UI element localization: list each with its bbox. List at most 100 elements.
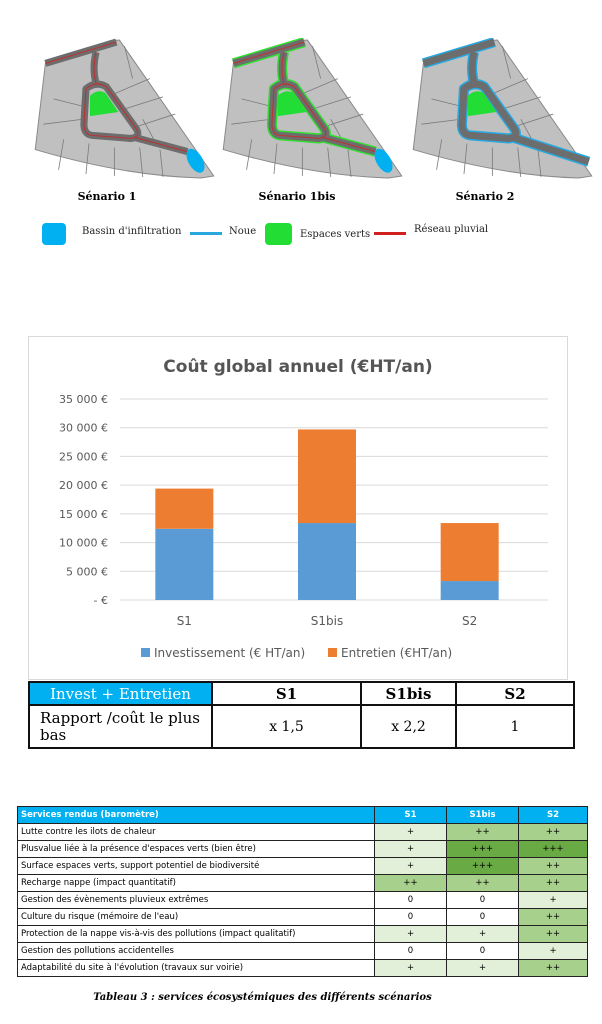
rating-cell: 0 <box>374 942 447 960</box>
parcel-line <box>142 118 156 142</box>
header-cell: S1 <box>211 681 362 706</box>
row-label: Culture du risque (mémoire de l'eau) <box>17 908 375 926</box>
legend-noue: Noue <box>229 226 257 237</box>
rating-cell: 0 <box>446 908 519 926</box>
scenario-1-map <box>34 38 215 179</box>
y-tick-label: 25 000 € <box>59 450 108 463</box>
y-tick-label: 35 000 € <box>59 393 108 406</box>
rating-cell: +++ <box>446 840 519 858</box>
y-tick-label: - € <box>94 594 108 607</box>
legend-swatch <box>141 648 150 657</box>
legend-espaces-verts: Espaces verts <box>300 229 371 240</box>
x-tick-label: S2 <box>462 614 477 628</box>
services-table: Services rendus (baromètre) S1 S1bis S2 … <box>17 806 588 977</box>
y-tick-label: 30 000 € <box>59 422 108 435</box>
legend-reseau-pluvial: Réseau pluvial <box>414 224 489 235</box>
rain-network <box>233 41 305 64</box>
table-row: Gestion des pollutions accidentelles 0 0 + <box>17 942 588 960</box>
parcel-line <box>85 143 90 174</box>
scenario-1-label: Sénario 1 <box>77 190 137 203</box>
cost-chart: Coût global annuel (€HT/an) - € 5 000 € 10… <box>59 357 548 660</box>
parcel-line <box>347 149 352 178</box>
legend-bassin: Bassin d'infiltration <box>82 226 182 237</box>
rating-cell: ++ <box>518 908 588 926</box>
parcel-line <box>502 46 512 79</box>
parcel-line <box>502 96 542 110</box>
chart-frame <box>28 336 568 680</box>
parcel-line <box>58 139 65 170</box>
rain-network <box>45 41 117 64</box>
parcel-line <box>231 118 272 125</box>
rating-cell: ++ <box>446 823 519 841</box>
rating-cell: +++ <box>518 840 588 858</box>
rating-cell: ++ <box>446 874 519 892</box>
reseau-swatch <box>374 232 406 235</box>
table-caption: Tableau 3 : services écosystémiques des … <box>93 992 432 1003</box>
green-space <box>468 91 497 117</box>
row-label: Recharge nappe (impact quantitatif) <box>17 874 375 892</box>
row-label: Gestion des évènements pluvieux extrêmes <box>17 891 375 909</box>
parcel-line <box>512 113 554 128</box>
rain-network <box>83 83 139 139</box>
rating-cell: ++ <box>518 857 588 875</box>
rating-cell: 0 <box>374 908 447 926</box>
legend-label: Entretien (€HT/an) <box>341 646 452 660</box>
header-cell: S2 <box>518 806 588 824</box>
parcel-line <box>322 113 364 128</box>
scenario-2-label: Sénario 2 <box>455 190 515 203</box>
row-label: Surface espaces verts, support potentiel… <box>17 857 375 875</box>
header-cell: S1bis <box>360 681 457 706</box>
rain-network <box>281 52 285 84</box>
parcel-line <box>517 147 522 177</box>
rating-cell: 0 <box>446 942 519 960</box>
bar-investissement-S2 <box>440 581 499 600</box>
table-header: Services rendus (baromètre) S1 S1bis S2 <box>17 806 588 824</box>
table-row: Plusvalue liée à la présence d'espaces v… <box>17 840 588 858</box>
parcel-line <box>159 149 164 178</box>
parcel-line <box>114 78 151 95</box>
parcel-line <box>273 143 278 174</box>
road <box>422 38 496 67</box>
noue-swatch <box>190 232 222 235</box>
parcel-line <box>537 149 542 178</box>
table-cell: x 2,2 <box>360 704 457 749</box>
scenario-1bis-map <box>222 38 403 179</box>
table-row: Culture du risque (mémoire de l'eau) 0 0 ++ <box>17 908 588 926</box>
table-row: Recharge nappe (impact quantitatif) ++ ++ +… <box>17 874 588 892</box>
parcel-line <box>520 118 534 142</box>
bar-entretien-S2 <box>440 523 499 582</box>
espaces-verts-swatch <box>265 223 292 245</box>
table-header: Invest + Entretien S1 S1bis S2 <box>28 681 575 706</box>
header-cell: Services rendus (baromètre) <box>17 806 375 824</box>
bar-entretien-S1bis <box>298 429 356 524</box>
table-cell: x 1,5 <box>211 704 362 749</box>
road <box>511 134 590 166</box>
bar-investissement-S1 <box>155 528 214 600</box>
row-label: Adaptabilité du site à l'évolution (trav… <box>17 959 375 977</box>
legend-swatch <box>328 648 337 657</box>
rating-cell: + <box>446 925 519 943</box>
row-label: Rapport /coût le plus bas <box>28 704 213 749</box>
rating-cell: 0 <box>446 891 519 909</box>
row-label: Gestion des pollutions accidentelles <box>17 942 375 960</box>
chart-title: Coût global annuel (€HT/an) <box>163 357 432 377</box>
green-space <box>90 91 119 117</box>
header-cell: S2 <box>455 681 575 706</box>
table-row: Gestion des évènements pluvieux extrêmes… <box>17 891 588 909</box>
bar-investissement-S1bis <box>298 523 356 600</box>
rating-cell: ++ <box>518 874 588 892</box>
row-label: Plusvalue liée à la présence d'espaces v… <box>17 840 375 858</box>
bar-entretien-S1 <box>155 488 214 529</box>
rating-cell: ++ <box>518 823 588 841</box>
scenario-1bis-label: Sénario 1bis <box>258 190 336 203</box>
parcel-line <box>43 118 84 125</box>
parcel-line <box>139 147 144 177</box>
rating-cell: ++ <box>518 925 588 943</box>
parcel-line <box>327 147 332 177</box>
rating-cell: + <box>374 959 447 977</box>
header-cell: Invest + Entretien <box>28 681 213 706</box>
y-tick-label: 5 000 € <box>66 565 108 578</box>
road <box>468 51 478 85</box>
rating-cell: + <box>374 925 447 943</box>
parcel-line <box>302 78 339 95</box>
